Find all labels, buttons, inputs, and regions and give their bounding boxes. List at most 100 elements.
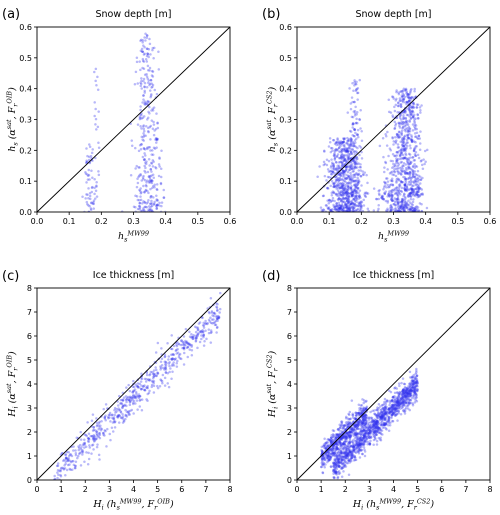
data-point [341, 191, 345, 195]
data-point [124, 414, 128, 417]
data-point [414, 382, 418, 385]
data-point [358, 117, 361, 121]
data-point [358, 440, 361, 444]
data-point [332, 162, 335, 166]
data-point [407, 130, 410, 134]
data-point [342, 436, 345, 439]
data-point [358, 189, 362, 192]
data-point [347, 423, 351, 426]
data-point [147, 110, 150, 114]
data-point [341, 172, 345, 176]
data-point [387, 186, 390, 189]
data-point [336, 447, 339, 450]
data-point [329, 442, 333, 446]
data-point [348, 410, 352, 414]
data-point [147, 191, 150, 195]
data-point [215, 317, 219, 321]
data-point [406, 160, 409, 164]
data-point [146, 201, 149, 204]
data-point [344, 451, 347, 455]
data-point [177, 342, 180, 346]
data-point [356, 91, 359, 95]
data-point [400, 138, 404, 142]
data-point [67, 457, 70, 460]
data-point [390, 409, 394, 413]
data-point [347, 186, 351, 189]
data-point [358, 443, 361, 447]
data-point [415, 103, 419, 106]
data-point [136, 207, 140, 211]
data-point [418, 202, 422, 205]
data-point [127, 398, 131, 402]
data-point [391, 199, 394, 202]
data-point [406, 188, 409, 191]
data-point [349, 167, 353, 170]
data-point [358, 441, 362, 445]
data-point [334, 449, 338, 452]
data-point [336, 455, 340, 459]
data-point [355, 437, 359, 440]
data-point [209, 331, 213, 335]
data-point [402, 120, 405, 124]
data-point [149, 370, 153, 374]
data-point [335, 462, 338, 465]
data-point [332, 470, 336, 473]
data-point [344, 160, 348, 164]
data-point [394, 407, 397, 410]
data-point [356, 133, 359, 136]
data-point [144, 154, 147, 157]
data-point [357, 186, 360, 190]
data-point [219, 291, 222, 295]
data-point [332, 164, 336, 167]
data-point [79, 438, 83, 441]
data-point [320, 461, 324, 465]
data-point [412, 194, 415, 197]
data-point [327, 207, 330, 211]
data-point [339, 426, 342, 429]
data-point [160, 149, 163, 153]
data-point [97, 173, 101, 177]
data-point [384, 422, 388, 426]
data-point [138, 198, 141, 202]
data-point [83, 438, 86, 442]
panel-title: Snow depth [m] [96, 9, 172, 20]
data-point [182, 347, 186, 351]
data-point [416, 388, 419, 391]
data-point [349, 453, 352, 457]
data-point [355, 441, 359, 445]
data-point [402, 161, 406, 165]
data-point [337, 440, 341, 444]
data-point [339, 204, 342, 208]
data-point [398, 122, 401, 126]
data-point [136, 198, 140, 202]
data-point [357, 423, 360, 426]
data-point [403, 171, 407, 175]
data-point [334, 461, 337, 465]
data-point [156, 137, 159, 141]
data-point [74, 460, 78, 463]
data-point [346, 425, 349, 429]
data-point [371, 423, 375, 427]
y-axis-label: Hi (αsat, FrCS2) [265, 351, 280, 419]
data-point [403, 156, 407, 159]
data-point [390, 399, 393, 403]
data-point [361, 419, 365, 423]
data-point [371, 425, 374, 429]
data-point [329, 166, 333, 169]
axis-label-base: h [118, 231, 124, 242]
data-point [382, 414, 386, 417]
data-point [345, 154, 349, 157]
data-point [156, 372, 159, 375]
data-point [152, 184, 155, 188]
data-point [337, 460, 340, 463]
data-point [348, 177, 352, 180]
data-point [361, 423, 365, 426]
data-point [138, 394, 142, 398]
data-point [400, 205, 403, 209]
data-point [345, 453, 349, 457]
data-point [395, 150, 399, 154]
data-point [337, 461, 340, 465]
data-point [380, 415, 384, 419]
data-point [113, 426, 117, 429]
x-tick-label: 0.0 [291, 217, 304, 226]
